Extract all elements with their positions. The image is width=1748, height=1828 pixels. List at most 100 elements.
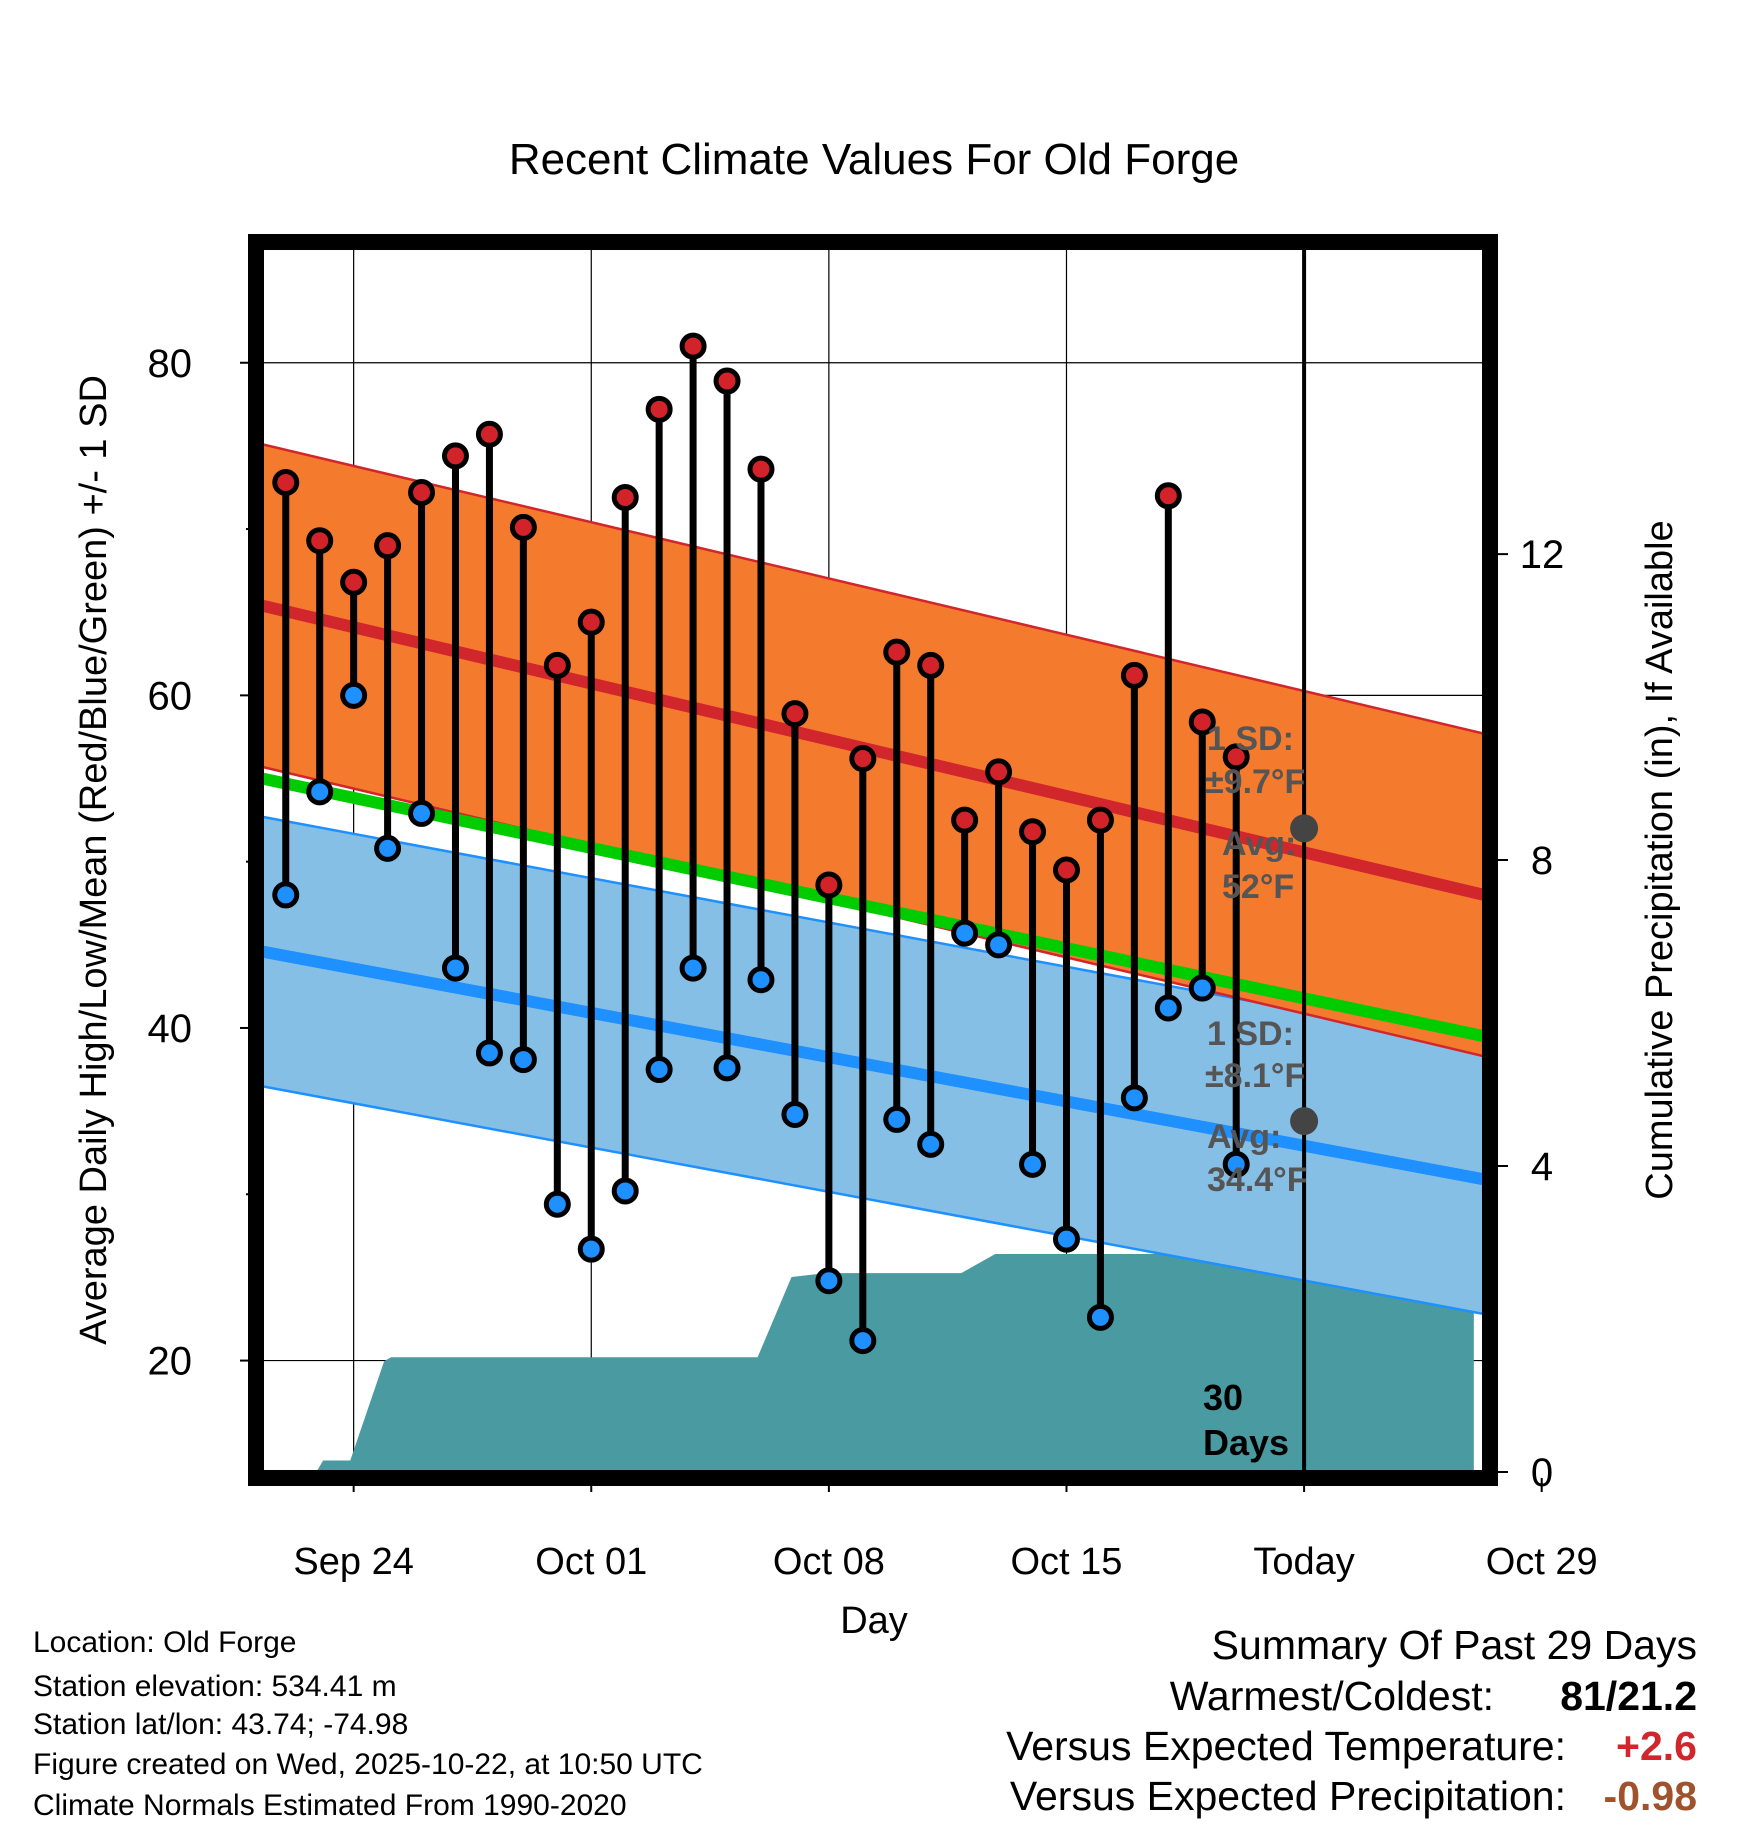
summary-temp-value: +2.6 xyxy=(1616,1723,1697,1769)
low-avg-value: 34.4°F xyxy=(1207,1161,1308,1199)
high-avg-label: Avg: xyxy=(1222,825,1296,863)
low-avg-label: Avg: xyxy=(1207,1118,1281,1156)
daily-low-point xyxy=(883,1105,911,1133)
daily-low-point xyxy=(509,1046,537,1074)
low-sd-band-lower-edge xyxy=(262,1084,1484,1316)
x-axis-label: Day xyxy=(840,1600,908,1642)
daily-high-point xyxy=(475,420,503,448)
daily-high-point xyxy=(951,806,979,834)
daily-low-point xyxy=(408,799,436,827)
daily-low-point xyxy=(1052,1225,1080,1253)
low-sd-label: 1 SD: xyxy=(1207,1015,1294,1053)
today-high-avg-dot xyxy=(1290,814,1319,843)
normal-low-line xyxy=(262,945,1484,1186)
daily-low-point xyxy=(475,1039,503,1067)
daily-high-point xyxy=(747,455,775,483)
footer-elevation: Station elevation: 534.41 m xyxy=(33,1670,397,1703)
daily-high-point xyxy=(815,871,843,899)
daily-low-point xyxy=(1120,1084,1148,1112)
summary-warm-cold-value: 81/21.2 xyxy=(1560,1673,1697,1719)
daily-high-point xyxy=(543,651,571,679)
daily-low-point xyxy=(577,1235,605,1263)
daily-high-point xyxy=(1052,856,1080,884)
low-sd-value: ±8.1°F xyxy=(1205,1057,1305,1095)
x-tick-label: Oct 08 xyxy=(773,1541,885,1583)
high-sd-label: 1 SD: xyxy=(1207,720,1294,758)
daily-low-point xyxy=(849,1327,877,1355)
daily-high-point xyxy=(374,532,402,560)
days-count-unit-label: Days xyxy=(1203,1422,1289,1463)
daily-high-point xyxy=(577,608,605,636)
daily-high-point xyxy=(509,513,537,541)
y-tick-label: 40 xyxy=(148,1007,193,1051)
daily-low-point xyxy=(306,778,334,806)
x-tick-label: Oct 01 xyxy=(535,1541,647,1583)
daily-low-point xyxy=(951,919,979,947)
summary-title: Summary Of Past 29 Days xyxy=(1211,1622,1697,1668)
daily-high-point xyxy=(713,367,741,395)
x-tick-label: Oct 29 xyxy=(1486,1541,1598,1583)
days-count-label: 30 xyxy=(1203,1377,1243,1418)
daily-high-point xyxy=(917,651,945,679)
daily-high-point xyxy=(849,745,877,773)
daily-high-point xyxy=(883,638,911,666)
daily-low-point xyxy=(1086,1303,1114,1331)
plot-area xyxy=(262,248,1484,1472)
y-tick-label: 80 xyxy=(148,342,193,386)
high-sd-band-upper-edge xyxy=(262,443,1484,735)
daily-low-point xyxy=(340,681,368,709)
x-tick-label: Sep 24 xyxy=(293,1541,413,1583)
daily-high-point xyxy=(272,468,300,496)
summary-temp-label: Versus Expected Temperature: xyxy=(1006,1723,1566,1769)
normal-mean-line xyxy=(262,772,1484,1043)
daily-low-point xyxy=(713,1054,741,1082)
summary-warm-cold-label: Warmest/Coldest: xyxy=(1169,1673,1494,1719)
daily-low-point xyxy=(985,931,1013,959)
daily-low-point xyxy=(543,1190,571,1218)
daily-low-point xyxy=(1188,974,1216,1002)
summary-precip-label: Versus Expected Precipitation: xyxy=(1009,1773,1566,1819)
axes: 20 40 60 80 0 4 8 12 Sep 24 Oct 01 Oct 08 Oct 15 Tod… xyxy=(148,342,1598,1583)
x-tick-label: Oct 15 xyxy=(1011,1541,1123,1583)
daily-high-point xyxy=(1188,708,1216,736)
summary-precip-value: -0.98 xyxy=(1603,1773,1697,1819)
daily-low-point xyxy=(272,881,300,909)
daily-high-point xyxy=(611,483,639,511)
daily-low-point xyxy=(1154,994,1182,1022)
high-avg-value: 52°F xyxy=(1222,868,1294,906)
daily-low-point xyxy=(781,1100,809,1128)
daily-high-point xyxy=(1154,482,1182,510)
daily-low-point xyxy=(917,1130,945,1158)
daily-low-point xyxy=(441,954,469,982)
daily-low-point xyxy=(611,1177,639,1205)
daily-bars xyxy=(272,332,1250,1355)
daily-high-point xyxy=(1120,661,1148,689)
daily-high-point xyxy=(1019,818,1047,846)
daily-low-point xyxy=(374,834,402,862)
y2-tick-label: 0 xyxy=(1531,1451,1553,1495)
daily-high-point xyxy=(645,395,673,423)
daily-high-point xyxy=(1086,806,1114,834)
y2-axis-label: Cumulative Precipitation (in), If Availa… xyxy=(1639,520,1681,1199)
footer-normals: Climate Normals Estimated From 1990-2020 xyxy=(33,1789,627,1822)
precip-area xyxy=(316,1169,1474,1472)
x-tick-label: Today xyxy=(1253,1541,1354,1583)
daily-low-point xyxy=(1222,1150,1250,1178)
y2-tick-label: 4 xyxy=(1531,1145,1553,1189)
daily-high-point xyxy=(679,332,707,360)
daily-high-point xyxy=(441,442,469,470)
daily-low-point xyxy=(1019,1150,1047,1178)
daily-high-point xyxy=(1222,743,1250,771)
footer-location: Location: Old Forge xyxy=(33,1626,297,1659)
daily-low-point xyxy=(747,966,775,994)
daily-low-point xyxy=(815,1267,843,1295)
y2-tick-label: 12 xyxy=(1520,533,1565,577)
y-tick-label: 60 xyxy=(148,674,193,718)
daily-high-point xyxy=(340,568,368,596)
high-sd-value: ±9.7°F xyxy=(1205,763,1305,801)
footer-latlon: Station lat/lon: 43.74; -74.98 xyxy=(33,1708,409,1741)
daily-high-point xyxy=(781,700,809,728)
daily-low-point xyxy=(645,1056,673,1084)
daily-low-point xyxy=(679,954,707,982)
